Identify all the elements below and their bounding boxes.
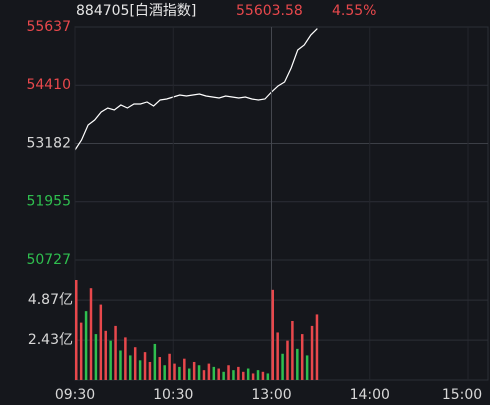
volume-bar: [246, 368, 250, 380]
y-tick-label: 2.43亿: [28, 332, 73, 348]
volume-bar: [266, 373, 270, 380]
volume-bar: [119, 350, 122, 380]
volume-bar: [261, 371, 265, 380]
volume-bar: [310, 325, 314, 380]
volume-bar: [84, 311, 88, 380]
volume-bar: [79, 322, 83, 380]
volume-bar: [99, 304, 103, 380]
volume-bar: [94, 334, 98, 380]
y-tick-label: 4.87亿: [28, 292, 73, 308]
x-tick-label: 09:30: [55, 387, 95, 403]
volume-bar: [217, 368, 220, 380]
volume-bar: [192, 361, 196, 380]
volume-bar: [212, 366, 216, 380]
volume-bar: [89, 288, 93, 380]
volume-bar: [109, 340, 112, 380]
volume-bar: [148, 361, 152, 380]
volume-bar: [187, 368, 191, 380]
volume-bar: [271, 289, 274, 380]
volume-bar: [178, 366, 181, 380]
chart-title: 884705[白酒指数]: [76, 3, 196, 19]
last-price: 55603.58: [236, 3, 303, 19]
volume-bar: [305, 355, 309, 380]
volume-bar: [251, 373, 255, 380]
volume-bar: [242, 371, 245, 380]
volume-bar: [232, 370, 235, 380]
volume-bar: [163, 365, 166, 380]
y-tick-label: 53182: [26, 136, 71, 152]
y-tick-label: 54410: [26, 77, 71, 93]
volume-bar: [237, 366, 240, 380]
y-tick-label: 50727: [26, 252, 71, 268]
volume-bar: [183, 358, 186, 380]
y-tick-label: 51955: [26, 194, 71, 210]
volume-bar: [202, 370, 206, 380]
volume-bar: [256, 370, 260, 380]
volume-bar: [133, 347, 137, 380]
x-tick-label: 10:30: [153, 387, 193, 403]
volume-bar: [168, 353, 171, 380]
volume-bar: [124, 337, 127, 380]
x-tick-label: 14:00: [350, 387, 390, 403]
volume-bar: [300, 334, 304, 380]
volume-bar: [281, 353, 284, 380]
volume-bar: [75, 280, 78, 380]
volume-bar: [114, 325, 117, 380]
volume-bar: [276, 332, 279, 380]
volume-bar: [104, 330, 107, 380]
volume-bar: [143, 352, 147, 380]
volume-bar: [173, 363, 176, 380]
volume-bar: [153, 343, 157, 380]
volume-bar: [207, 363, 211, 380]
volume-bar: [197, 365, 201, 380]
volume-bar: [227, 365, 230, 380]
price-line: [74, 28, 318, 151]
volume-bar: [296, 348, 299, 380]
change-percent: 4.55%: [332, 3, 376, 19]
x-tick-label: 15:00: [442, 387, 482, 403]
volume-bar: [315, 314, 319, 380]
volume-bar: [138, 360, 142, 380]
volume-bar: [291, 320, 294, 380]
volume-bar: [286, 340, 289, 380]
volume-bar: [158, 357, 162, 380]
y-tick-label: 55637: [26, 19, 71, 35]
x-tick-label: 13:00: [251, 387, 291, 403]
volume-bar: [129, 355, 132, 380]
volume-bar: [222, 371, 225, 380]
